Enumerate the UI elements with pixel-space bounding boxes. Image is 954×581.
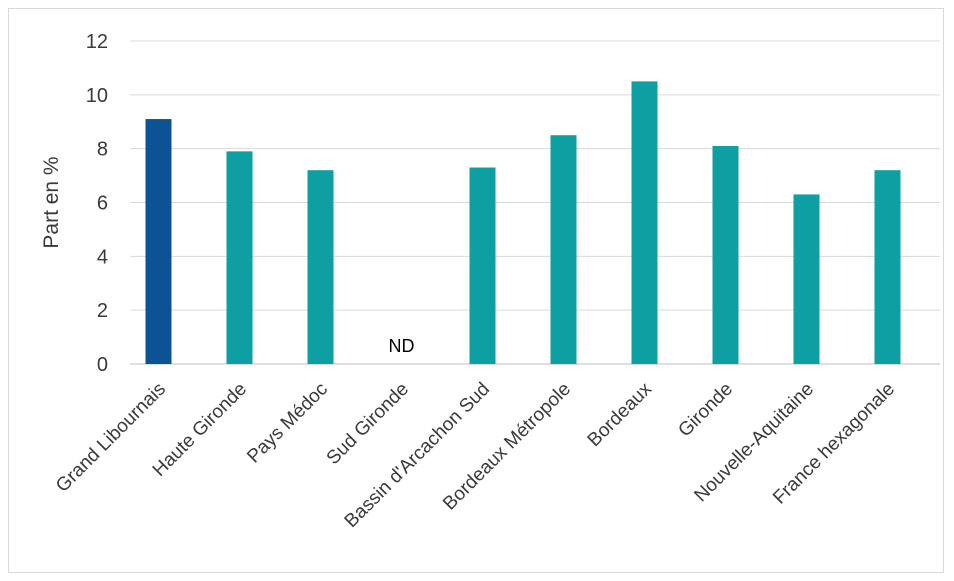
y-tick-labels: 0 2 4 6 8 10 12 (86, 31, 108, 376)
y-tick-label: 4 (97, 246, 108, 268)
y-tick-label: 6 (97, 193, 108, 215)
bar-grand-libournais (145, 119, 172, 364)
bar-bassin-d-arcachon-sud (469, 167, 496, 364)
y-tick-label: 0 (97, 354, 108, 376)
y-axis-label: Part en % (40, 156, 63, 248)
y-tick-label: 2 (97, 300, 108, 322)
category-label: Grand Libournais (52, 379, 170, 497)
category-label: Gironde (674, 379, 737, 442)
bar-france-hexagonale (874, 170, 901, 364)
y-tick-label: 10 (86, 85, 108, 107)
category-label: Sud Gironde (323, 379, 413, 469)
bar-bordeaux (631, 81, 658, 364)
bar-pays-m-doc (307, 170, 334, 364)
bar-haute-gironde (226, 151, 253, 364)
category-label: Bordeaux (584, 378, 657, 451)
y-tick-label: 8 (97, 139, 108, 161)
bars: ND (145, 81, 901, 364)
bar-bordeaux-m-tropole (550, 135, 577, 364)
category-label: Bassin d'Arcachon Sud (341, 379, 494, 532)
bar-gironde (712, 145, 739, 364)
y-tick-label: 12 (86, 31, 108, 53)
bar-nouvelle-aquitaine (793, 194, 820, 364)
category-label: Pays Médoc (243, 379, 332, 468)
missing-data-label: ND (389, 336, 415, 356)
